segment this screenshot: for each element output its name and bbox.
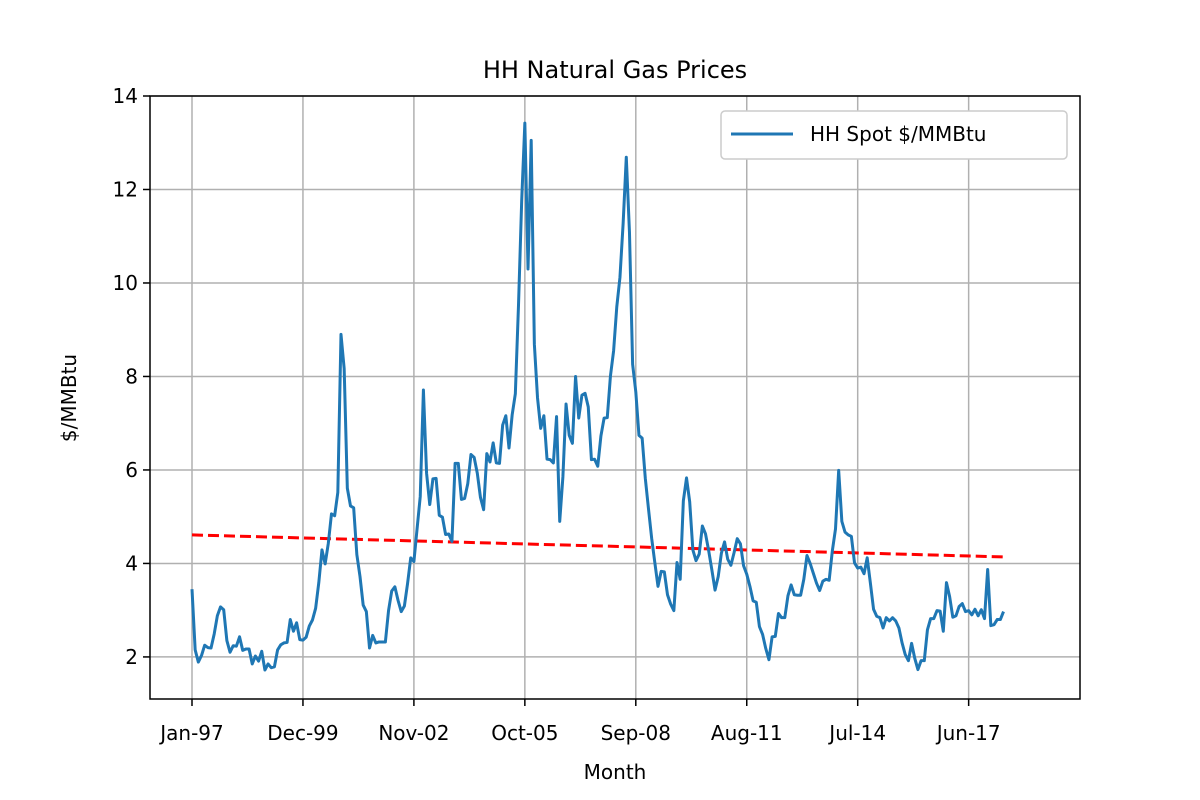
y-tick-label: 12 (113, 177, 138, 201)
y-axis-ticks: 2 4 6 8 10 12 14 (113, 84, 150, 669)
x-tick-label: Jan-97 (158, 721, 224, 745)
y-tick-label: 8 (125, 364, 138, 388)
series-line-hh-spot (190, 121, 1005, 672)
legend-label: HH Spot $/MMBtu (810, 122, 986, 146)
legend-box (720, 110, 1068, 160)
x-axis-ticks: Jan-97 Dec-99 Nov-02 Oct-05 Sep-08 Aug-11 Jul-… (158, 699, 1001, 745)
y-tick-label: 6 (125, 458, 138, 482)
trend-line (191, 533, 1004, 559)
y-tick-label: 4 (125, 551, 138, 575)
chart-title: HH Natural Gas Prices (483, 56, 747, 84)
plot-frame (149, 95, 1081, 700)
x-tick-label: Jun-17 (935, 721, 1001, 745)
y-tick-label: 14 (113, 84, 138, 108)
x-tick-label: Aug-11 (711, 721, 783, 745)
y-tick-label: 2 (125, 645, 138, 669)
y-tick-label: 10 (113, 271, 138, 295)
trend-line-layer (191, 533, 1004, 559)
x-tick-label: Oct-05 (491, 721, 558, 745)
x-tick-label: Jul-14 (827, 721, 886, 745)
legend: HH Spot $/MMBtu (720, 110, 1068, 160)
grid (150, 95, 1080, 699)
x-tick-label: Nov-02 (378, 721, 449, 745)
series-layer (190, 121, 1005, 672)
x-tick-label: Dec-99 (267, 721, 338, 745)
y-axis-label: $/MMBtu (57, 354, 81, 442)
x-tick-label: Sep-08 (601, 721, 671, 745)
x-axis-label: Month (584, 760, 647, 784)
